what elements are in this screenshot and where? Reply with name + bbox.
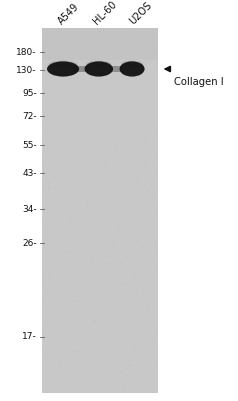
Text: U2OS: U2OS xyxy=(127,0,154,26)
Bar xyxy=(74,66,89,72)
Text: HL-60: HL-60 xyxy=(92,0,119,26)
Text: 26-: 26- xyxy=(22,239,37,248)
Ellipse shape xyxy=(86,61,112,68)
Bar xyxy=(42,28,158,393)
Text: 17-: 17- xyxy=(22,332,37,341)
Text: Collagen I: Collagen I xyxy=(174,77,223,87)
Ellipse shape xyxy=(47,61,79,77)
Text: A549: A549 xyxy=(56,1,81,26)
Ellipse shape xyxy=(84,61,113,77)
Text: 95-: 95- xyxy=(22,89,37,97)
Text: 34-: 34- xyxy=(22,205,37,214)
Text: 72-: 72- xyxy=(22,112,37,121)
Ellipse shape xyxy=(121,61,143,68)
Text: 180-: 180- xyxy=(16,48,37,57)
Ellipse shape xyxy=(119,61,145,77)
Text: 130-: 130- xyxy=(16,66,37,75)
Ellipse shape xyxy=(49,61,78,68)
Bar xyxy=(42,28,158,60)
Text: 43-: 43- xyxy=(22,169,37,178)
Bar xyxy=(109,66,123,72)
Text: 55-: 55- xyxy=(22,141,37,150)
